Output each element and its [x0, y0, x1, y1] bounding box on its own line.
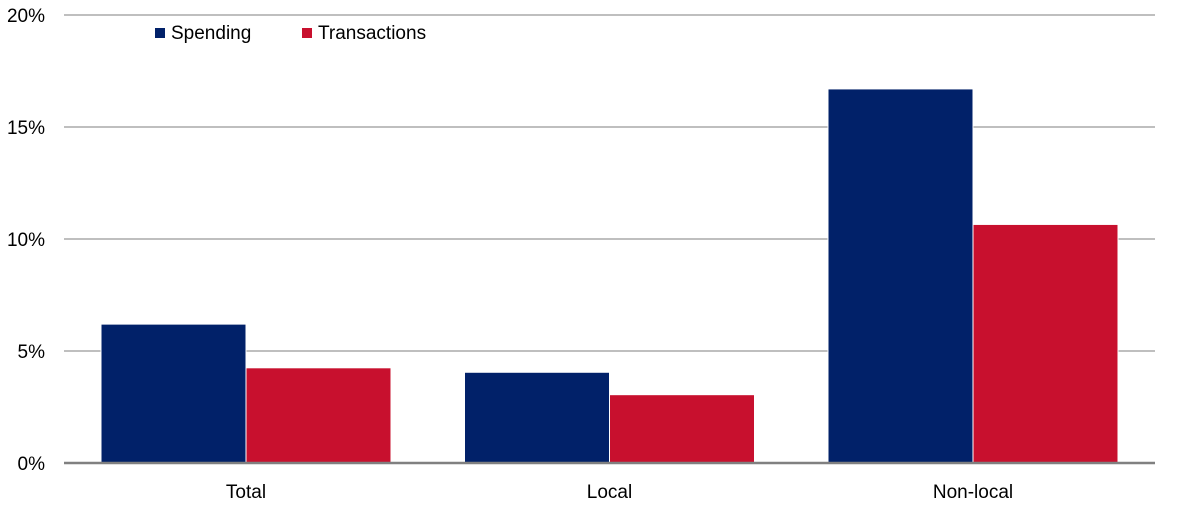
legend-item-spending: Spending [155, 23, 251, 44]
bar-spending-local [464, 371, 610, 464]
bar-spending-non-local [827, 88, 974, 464]
y-tick-label: 20% [7, 6, 45, 27]
bar-transactions-non-local [972, 223, 1119, 464]
y-tick-label: 5% [18, 342, 46, 363]
bar-spending-total [100, 323, 247, 464]
legend-swatch [155, 28, 165, 38]
x-tick-label: Non-local [933, 482, 1013, 503]
x-axis-tick-labels: Total Local Non-local [226, 482, 1013, 503]
legend: Spending Transactions [155, 23, 426, 44]
bar-transactions-total [245, 367, 392, 464]
x-tick-label: Local [587, 482, 632, 503]
legend-item-transactions: Transactions [302, 23, 426, 44]
legend-label: Transactions [318, 23, 426, 44]
y-tick-label: 0% [18, 454, 46, 475]
y-axis-tick-labels: 0% 5% 10% 15% 20% [7, 6, 45, 475]
legend-swatch [302, 28, 312, 38]
bar-transactions-local [609, 394, 755, 464]
y-tick-label: 10% [7, 230, 45, 251]
legend-label: Spending [171, 23, 251, 44]
y-tick-label: 15% [7, 118, 45, 139]
x-tick-label: Total [226, 482, 266, 503]
bars [100, 88, 1119, 464]
